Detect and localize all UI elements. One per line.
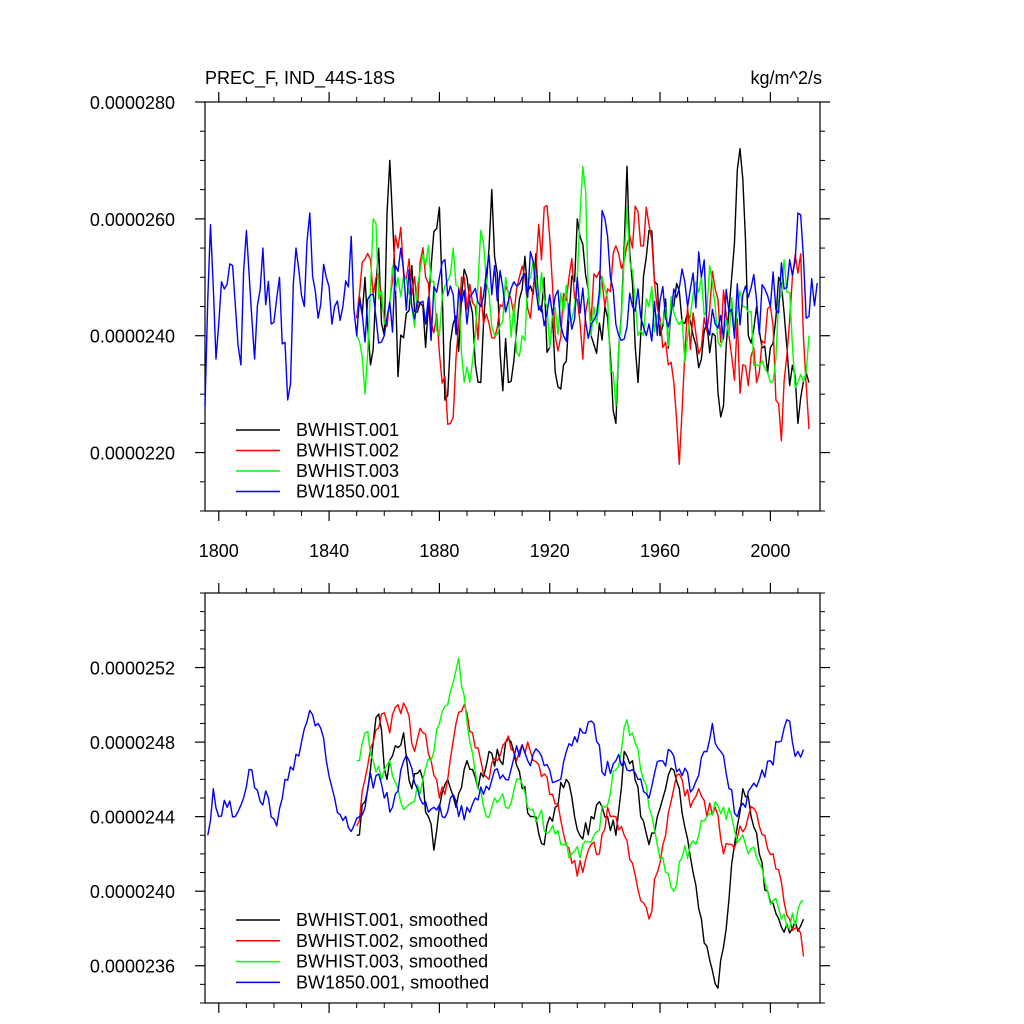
series-line [207, 709, 805, 836]
legend-label: BWHIST.002, smoothed [296, 931, 488, 951]
y-tick-label: 0.0000260 [90, 210, 175, 230]
legend-label: BWHIST.002 [296, 441, 399, 461]
y-tick-label: 0.0000244 [90, 808, 175, 828]
legend-label: BW1850.001, smoothed [296, 972, 489, 992]
y-tick-label: 0.0000240 [90, 327, 175, 347]
y-tick-label: 0.0000252 [90, 659, 175, 679]
legend-label: BWHIST.001 [296, 420, 399, 440]
x-tick-label: 1800 [199, 541, 239, 561]
axes-top: 1800 1840 1880 1920 1960 2000 0.0000220 0.00002… [90, 92, 830, 561]
y-tick-label: 0.0000240 [90, 882, 175, 902]
series-line [356, 147, 810, 425]
y-tick-label: 0.0000236 [90, 957, 175, 977]
x-tick-label: 2000 [750, 541, 790, 561]
series-lines-bottom [207, 657, 805, 989]
y-tick-label: 0.0000280 [90, 93, 175, 113]
x-tick-label: 1880 [419, 541, 459, 561]
x-tick-label: 1840 [309, 541, 349, 561]
legend-label: BW1850.001 [296, 482, 400, 502]
axes-bottom: 0.0000236 0.0000240 0.0000244 0.0000248 0.00… [90, 583, 830, 1013]
bottom-panel: 0.0000236 0.0000240 0.0000244 0.0000248 0.00… [90, 583, 830, 1013]
series-line [356, 713, 805, 989]
y-tick-label: 0.0000220 [90, 444, 175, 464]
y-tick-label: 0.0000248 [90, 733, 175, 753]
legend-label: BWHIST.003 [296, 461, 399, 481]
legend-label: BWHIST.003, smoothed [296, 952, 488, 972]
series-line [204, 209, 818, 406]
chart-title: PREC_F, IND_44S-18S [205, 68, 395, 89]
series-lines-top [204, 147, 818, 465]
series-line [356, 165, 810, 407]
x-tick-label: 1960 [640, 541, 680, 561]
legend-label: BWHIST.001, smoothed [296, 910, 488, 930]
units-label: kg/m^2/s [751, 68, 822, 88]
series-line [356, 657, 804, 930]
top-panel: PREC_F, IND_44S-18S kg/m^2/s 1800 1840 188… [90, 68, 830, 561]
x-tick-label: 1920 [530, 541, 570, 561]
